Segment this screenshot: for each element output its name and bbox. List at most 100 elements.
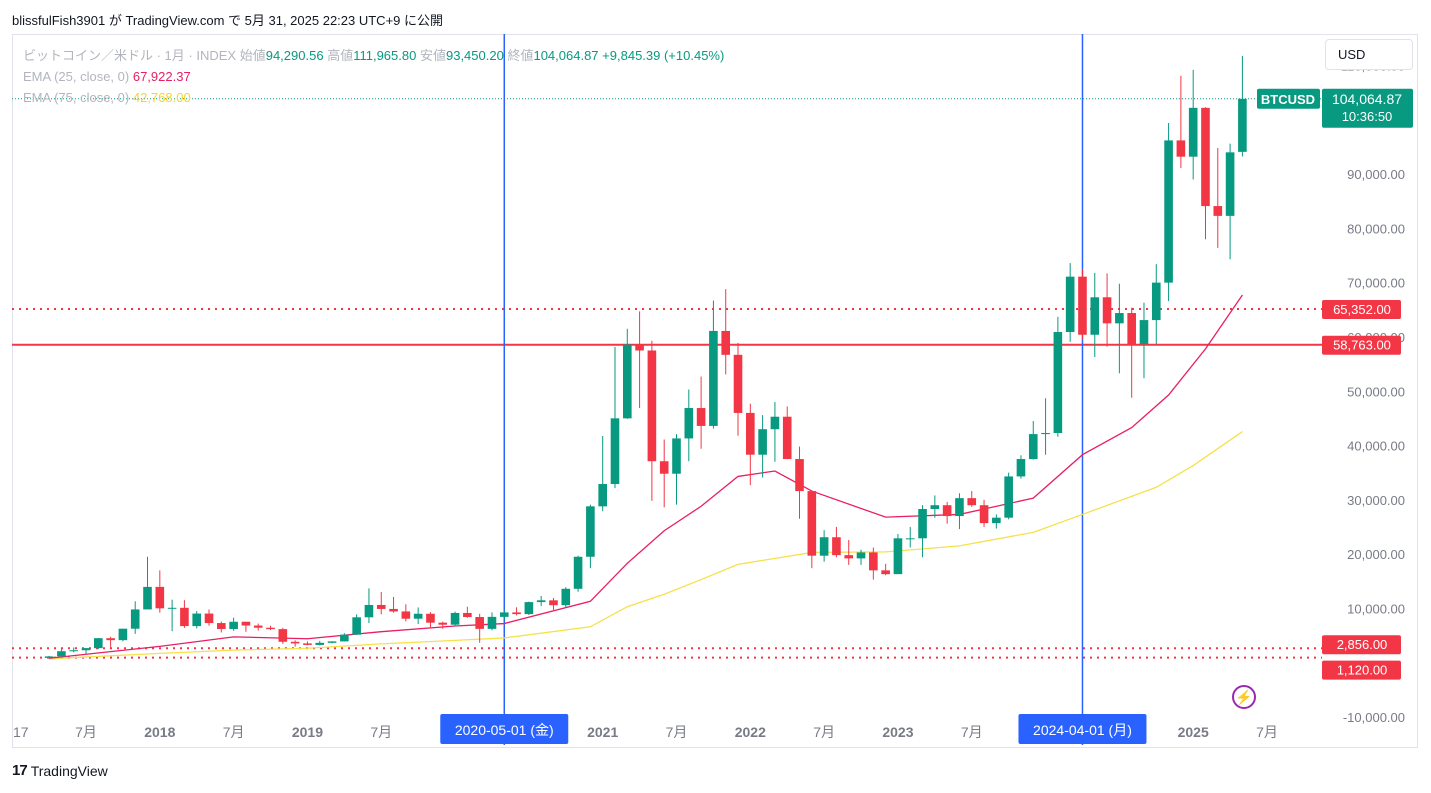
candle[interactable] — [81, 648, 91, 651]
candle[interactable] — [1213, 206, 1223, 216]
candle[interactable] — [1090, 297, 1100, 335]
candle[interactable] — [1127, 313, 1136, 344]
candle[interactable] — [930, 505, 940, 509]
candle[interactable] — [401, 611, 411, 619]
candle[interactable] — [610, 418, 620, 485]
candle[interactable] — [303, 643, 312, 645]
candle[interactable] — [1176, 140, 1186, 157]
candle[interactable] — [93, 638, 103, 649]
candle[interactable] — [561, 588, 571, 606]
candle[interactable] — [241, 621, 251, 626]
candle[interactable] — [709, 330, 718, 426]
candle[interactable] — [1238, 98, 1247, 152]
candle[interactable] — [426, 613, 435, 623]
candle[interactable] — [536, 600, 546, 603]
candle[interactable] — [905, 538, 915, 540]
candle[interactable] — [69, 650, 79, 652]
candle[interactable] — [856, 552, 866, 559]
candle[interactable] — [463, 612, 472, 618]
candle[interactable] — [512, 612, 521, 615]
candle[interactable] — [696, 408, 706, 426]
candle[interactable] — [819, 537, 829, 556]
candle[interactable] — [955, 498, 964, 517]
candle[interactable] — [782, 416, 792, 460]
ema25-row[interactable]: EMA (25, close, 0) 67,922.37 — [23, 66, 724, 87]
candle[interactable] — [57, 651, 66, 657]
candle[interactable] — [598, 484, 607, 507]
candle[interactable] — [733, 354, 743, 413]
candle[interactable] — [1028, 434, 1038, 460]
candle[interactable] — [364, 604, 374, 618]
candle[interactable] — [967, 498, 977, 506]
candle[interactable] — [1225, 152, 1235, 216]
candle[interactable] — [881, 570, 890, 575]
candle[interactable] — [1201, 107, 1210, 207]
candle[interactable] — [1004, 476, 1013, 518]
candle[interactable] — [1065, 276, 1075, 333]
candle[interactable] — [130, 609, 140, 629]
candle[interactable] — [167, 607, 177, 609]
candle[interactable] — [635, 344, 644, 351]
candle[interactable] — [647, 350, 657, 462]
candle[interactable] — [44, 656, 54, 658]
candle[interactable] — [1164, 140, 1173, 283]
candle[interactable] — [524, 602, 534, 615]
candle[interactable] — [942, 505, 952, 517]
candle[interactable] — [770, 416, 780, 430]
lightning-icon[interactable]: ⚡ — [1232, 685, 1256, 709]
candle[interactable] — [992, 517, 1001, 524]
candle[interactable] — [229, 621, 238, 630]
candle[interactable] — [721, 330, 731, 355]
candle[interactable] — [376, 604, 386, 609]
candle[interactable] — [192, 613, 202, 627]
candle[interactable] — [795, 459, 804, 492]
candle[interactable] — [684, 408, 694, 439]
candle[interactable] — [155, 586, 165, 609]
candle[interactable] — [1078, 276, 1087, 335]
candle[interactable] — [1115, 313, 1124, 324]
footer-brand[interactable]: 17 TradingView — [12, 762, 108, 779]
candle[interactable] — [869, 552, 878, 571]
candle[interactable] — [352, 617, 361, 635]
candle[interactable] — [758, 429, 767, 455]
candle[interactable] — [586, 506, 595, 557]
candle[interactable] — [1139, 320, 1149, 344]
candle[interactable] — [315, 642, 325, 645]
candle[interactable] — [278, 629, 288, 642]
candle[interactable] — [499, 612, 509, 617]
candle[interactable] — [893, 538, 903, 575]
candle[interactable] — [807, 491, 817, 556]
candle[interactable] — [340, 634, 349, 642]
candle[interactable] — [450, 612, 460, 625]
candle[interactable] — [475, 617, 484, 629]
candle[interactable] — [832, 537, 841, 556]
candle[interactable] — [180, 607, 189, 627]
candle[interactable] — [327, 641, 337, 643]
candle[interactable] — [204, 613, 214, 624]
candle[interactable] — [389, 608, 398, 612]
candle[interactable] — [106, 638, 115, 641]
candle[interactable] — [290, 641, 300, 644]
candle[interactable] — [549, 600, 558, 606]
candle[interactable] — [1188, 107, 1198, 157]
symbol-title[interactable]: ビットコイン／米ドル · 1月 · INDEX — [23, 48, 237, 63]
candle[interactable] — [1016, 459, 1026, 477]
currency-button[interactable]: USD — [1325, 39, 1413, 70]
candle[interactable] — [659, 461, 669, 474]
candle[interactable] — [918, 509, 927, 539]
candle[interactable] — [438, 622, 448, 625]
candle[interactable] — [979, 505, 989, 524]
ema75-row[interactable]: EMA (75, close, 0) 42,768.00 — [23, 87, 724, 108]
candle[interactable] — [622, 344, 632, 419]
candle[interactable] — [413, 613, 423, 619]
candle[interactable] — [487, 616, 497, 629]
candle[interactable] — [1041, 433, 1050, 435]
candle[interactable] — [1102, 297, 1112, 324]
candle[interactable] — [217, 623, 226, 630]
candle[interactable] — [746, 412, 755, 455]
candle[interactable] — [573, 556, 583, 589]
candle[interactable] — [1151, 282, 1161, 321]
candle[interactable] — [266, 627, 275, 630]
candle[interactable] — [253, 625, 263, 628]
